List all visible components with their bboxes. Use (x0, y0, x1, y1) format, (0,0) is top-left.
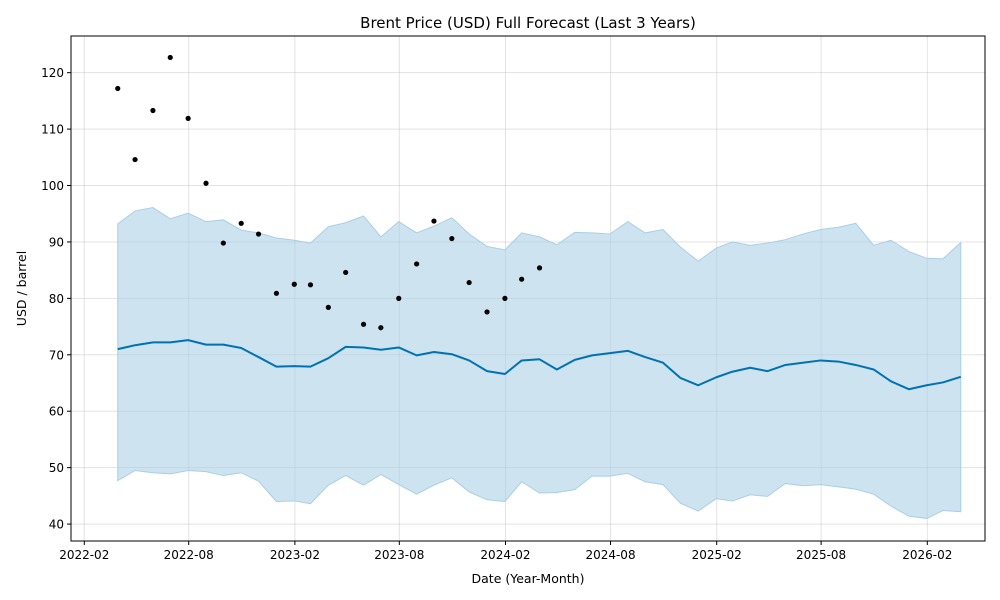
uncertainty-band (117, 207, 962, 519)
actual-data-point (536, 265, 543, 271)
x-tick-label: 2023-08 (374, 548, 424, 562)
x-tick-label: 2025-02 (692, 548, 742, 562)
actual-data-point (203, 180, 209, 186)
y-axis-label: USD / barrel (14, 251, 29, 326)
y-tick-label: 40 (49, 518, 64, 532)
actual-data-point (238, 220, 244, 226)
y-tick-label: 70 (49, 348, 64, 362)
actual-data-point (132, 156, 138, 163)
actual-data-point (273, 290, 280, 296)
actual-data-point (414, 261, 420, 267)
plot-frame (70, 35, 986, 542)
actual-data-point (167, 54, 173, 61)
actual-data-point (519, 276, 525, 282)
actual-data-point (150, 107, 156, 114)
forecast-line-group (117, 339, 962, 391)
y-tick-label: 60 (49, 405, 64, 419)
y-tick-label: 50 (49, 461, 64, 475)
confidence-band (117, 207, 962, 519)
actual-data-point (220, 240, 226, 246)
actual-points (115, 54, 543, 331)
actual-data-point (378, 325, 384, 331)
actual-data-point (185, 115, 191, 121)
actual-data-point (255, 231, 262, 237)
x-tick-label: 2022-08 (164, 548, 214, 562)
x-tick-label: 2023-02 (270, 548, 320, 562)
y-tick-label: 110 (41, 123, 64, 137)
y-tick-label: 80 (49, 292, 64, 306)
actual-data-point (466, 279, 472, 286)
actual-data-point (484, 309, 490, 315)
actual-data-point (360, 321, 367, 327)
y-axis-ticks: 40 50 60 70 80 90 100 110 120 (41, 66, 71, 532)
actual-data-point (431, 218, 437, 224)
actual-data-point (325, 304, 331, 310)
actual-data-point (502, 295, 508, 301)
actual-data-point (343, 269, 349, 276)
x-axis-ticks: 2022-02 2022-08 2023-02 2023-08 2024-02 2024-… (59, 541, 952, 562)
actual-data-point (449, 235, 455, 242)
x-tick-label: 2025-08 (796, 548, 846, 562)
x-tick-label: 2024-08 (585, 548, 635, 562)
x-tick-label: 2024-02 (480, 548, 530, 562)
forecast-line (117, 339, 962, 391)
actual-data-point (396, 295, 402, 301)
x-tick-label: 2026-02 (902, 548, 952, 562)
actual-data-point (291, 281, 297, 287)
actual-data-point (115, 85, 121, 92)
x-tick-label: 2022-02 (59, 548, 109, 562)
chart-title: Brent Price (USD) Full Forecast (Last 3 … (360, 14, 696, 32)
x-axis-label: Date (Year-Month) (472, 571, 585, 586)
actual-data-point (307, 282, 314, 288)
y-tick-label: 90 (49, 235, 64, 249)
y-tick-label: 100 (41, 179, 64, 193)
y-tick-label: 120 (41, 66, 64, 80)
